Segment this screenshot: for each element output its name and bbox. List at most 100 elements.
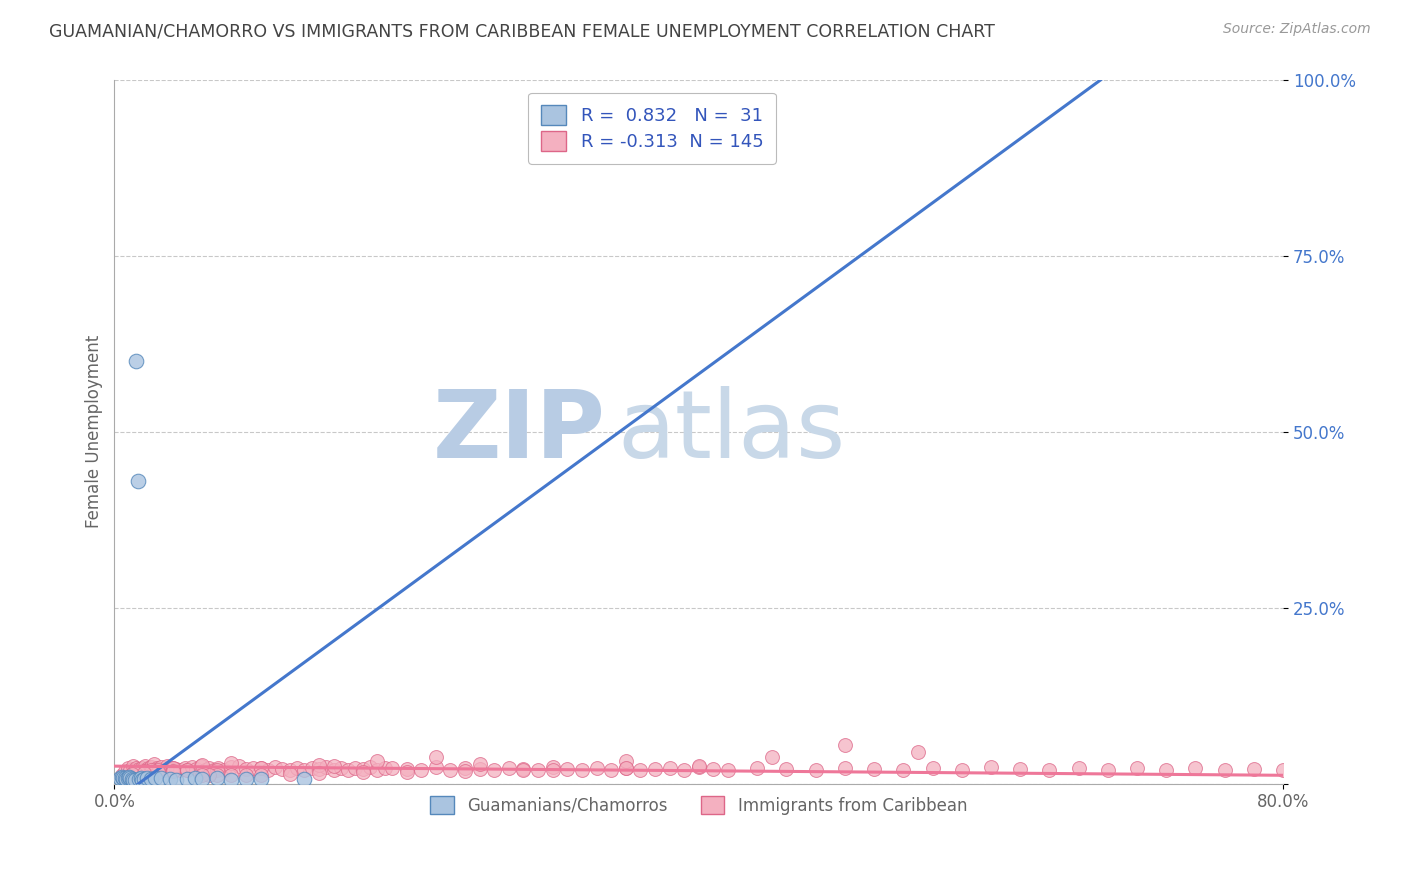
Point: [484, 764, 506, 778]
Point: [308, 757, 330, 772]
Point: [129, 764, 152, 779]
Point: [117, 761, 139, 775]
Point: [614, 760, 637, 774]
Point: [256, 763, 278, 777]
Legend: Guamanians/Chamorros, Immigrants from Caribbean: Guamanians/Chamorros, Immigrants from Ca…: [420, 786, 977, 825]
Point: [374, 760, 396, 774]
Point: [198, 768, 221, 782]
Point: [512, 764, 534, 778]
Point: [292, 763, 315, 777]
Point: [717, 764, 740, 778]
Point: [747, 761, 769, 775]
Point: [112, 771, 135, 785]
Point: [1154, 763, 1177, 777]
Point: [688, 760, 710, 774]
Point: [132, 764, 155, 778]
Point: [146, 761, 169, 775]
Point: [907, 745, 929, 759]
Point: [129, 771, 152, 785]
Point: [1038, 764, 1060, 778]
Point: [366, 763, 388, 777]
Point: [162, 760, 184, 774]
Point: [120, 771, 142, 785]
Point: [191, 767, 214, 781]
Point: [202, 764, 225, 778]
Point: [176, 772, 198, 786]
Point: [191, 772, 214, 786]
Point: [249, 761, 271, 775]
Point: [1097, 763, 1119, 777]
Point: [111, 770, 134, 784]
Point: [308, 766, 330, 780]
Point: [198, 760, 221, 774]
Point: [702, 762, 724, 776]
Text: GUAMANIAN/CHAMORRO VS IMMIGRANTS FROM CARIBBEAN FEMALE UNEMPLOYMENT CORRELATION : GUAMANIAN/CHAMORRO VS IMMIGRANTS FROM CA…: [49, 22, 995, 40]
Point: [136, 760, 159, 774]
Point: [614, 754, 637, 768]
Point: [235, 762, 257, 776]
Point: [129, 764, 152, 778]
Point: [1243, 762, 1265, 776]
Point: [122, 759, 145, 773]
Point: [143, 771, 166, 785]
Point: [165, 772, 187, 787]
Point: [176, 763, 198, 777]
Point: [395, 764, 418, 779]
Point: [329, 760, 352, 774]
Point: [285, 760, 308, 774]
Point: [125, 354, 148, 368]
Point: [585, 761, 607, 775]
Point: [395, 762, 418, 776]
Point: [143, 763, 166, 777]
Point: [228, 759, 250, 773]
Point: [135, 771, 157, 785]
Point: [658, 761, 681, 775]
Point: [131, 772, 153, 787]
Point: [1067, 761, 1090, 775]
Point: [315, 760, 337, 774]
Point: [139, 765, 162, 780]
Point: [950, 763, 973, 777]
Point: [205, 771, 228, 785]
Point: [344, 761, 367, 775]
Point: [1010, 762, 1032, 776]
Point: [644, 762, 666, 776]
Point: [131, 761, 153, 775]
Point: [292, 772, 315, 786]
Point: [425, 760, 447, 774]
Point: [308, 762, 330, 776]
Point: [159, 772, 181, 786]
Point: [121, 767, 143, 781]
Point: [205, 763, 228, 777]
Point: [235, 767, 257, 781]
Point: [127, 764, 149, 778]
Point: [249, 772, 271, 786]
Point: [165, 762, 187, 776]
Point: [122, 772, 145, 787]
Point: [834, 760, 856, 774]
Point: [278, 767, 301, 781]
Point: [173, 761, 195, 775]
Point: [212, 763, 235, 777]
Point: [162, 761, 184, 775]
Point: [191, 758, 214, 772]
Point: [804, 763, 827, 777]
Point: [863, 762, 886, 776]
Point: [115, 772, 138, 786]
Point: [132, 763, 155, 777]
Text: atlas: atlas: [617, 386, 845, 478]
Point: [688, 759, 710, 773]
Point: [219, 768, 242, 782]
Point: [186, 762, 208, 776]
Point: [301, 761, 323, 775]
Point: [439, 763, 461, 777]
Text: Source: ZipAtlas.com: Source: ZipAtlas.com: [1223, 22, 1371, 37]
Point: [468, 757, 491, 772]
Point: [425, 750, 447, 764]
Point: [468, 762, 491, 776]
Point: [264, 760, 287, 774]
Point: [775, 762, 797, 776]
Point: [114, 764, 136, 778]
Point: [322, 759, 344, 773]
Point: [132, 772, 155, 786]
